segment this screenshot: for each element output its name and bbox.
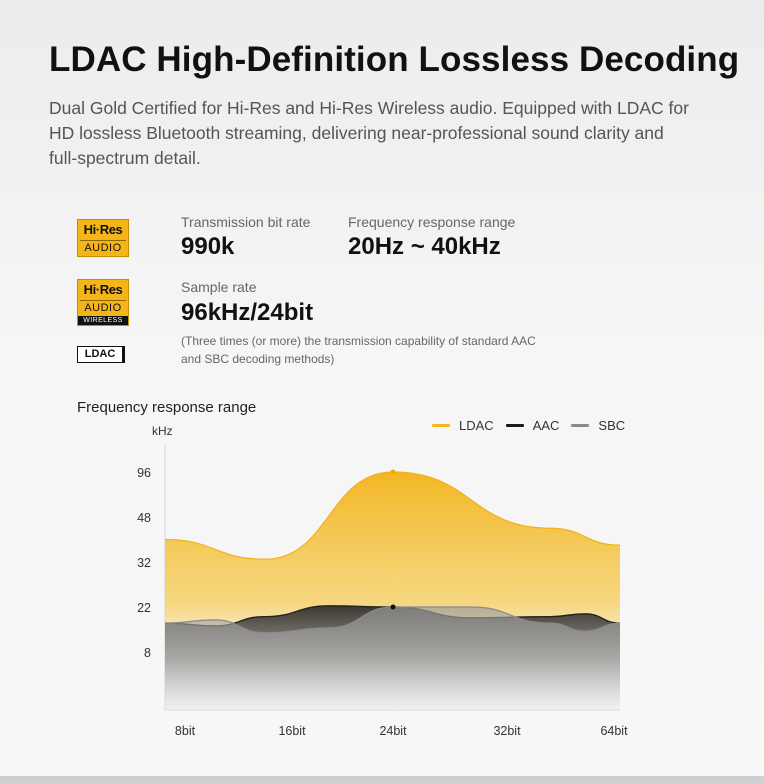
freq-range-label: Frequency response range [348, 214, 516, 230]
y-tick-label: 22 [137, 601, 151, 615]
legend-label-aac: AAC [532, 418, 560, 433]
x-tick-label: 64bit [600, 724, 628, 738]
hires-badge-bottom: AUDIO [80, 240, 126, 256]
legend-item-sbc: SBC [571, 418, 625, 433]
footer-bar [0, 776, 764, 783]
x-tick-label: 16bit [278, 724, 306, 738]
hires-wireless-middle: AUDIO [80, 300, 126, 316]
hires-audio-badge: Hi·Res AUDIO [77, 219, 129, 257]
x-tick-label: 8bit [175, 724, 196, 738]
sample-rate-value: 96kHz/24bit [181, 299, 314, 326]
y-axis-label: kHz [152, 424, 173, 438]
legend-label-sbc: SBC [598, 418, 626, 433]
hires-wireless-top: Hi·Res [83, 282, 123, 297]
sample-rate-label: Sample rate [181, 279, 257, 295]
y-tick-label: 48 [137, 511, 151, 525]
hires-badge-top: Hi·Res [83, 222, 123, 237]
legend-swatch-ldac [432, 424, 450, 427]
bitrate-value: 990k [181, 233, 235, 260]
hires-wireless-bottom: WIRELESS [78, 316, 128, 325]
x-tick-label: 32bit [493, 724, 521, 738]
ldac-peak-point [390, 469, 396, 475]
spec-footnote: (Three times (or more) the transmission … [181, 334, 536, 366]
y-tick-label: 32 [137, 556, 151, 570]
x-tick-label: 24bit [379, 724, 407, 738]
page-title: LDAC High-Definition Lossless Decoding [49, 40, 740, 79]
legend-swatch-aac [505, 424, 524, 427]
ldac-logo: LDAC [77, 346, 125, 363]
page-subtitle: Dual Gold Certified for Hi-Res and Hi-Re… [49, 98, 689, 168]
freq-range-value: 20Hz ~ 40kHz [348, 233, 501, 260]
y-tick-label: 96 [137, 466, 151, 480]
hires-wireless-badge: Hi·Res AUDIO WIRELESS [77, 279, 129, 326]
legend-label-ldac: LDAC [459, 418, 494, 433]
chart-legend: LDAC AAC SBC [432, 418, 637, 433]
chart-title: Frequency response range [77, 399, 257, 416]
y-tick-label: 8 [144, 646, 151, 660]
legend-item-aac: AAC [505, 418, 560, 433]
aac-peak-point [390, 604, 396, 610]
bitrate-label: Transmission bit rate [181, 214, 311, 230]
legend-item-ldac: LDAC [432, 418, 494, 433]
legend-swatch-sbc [571, 424, 590, 427]
